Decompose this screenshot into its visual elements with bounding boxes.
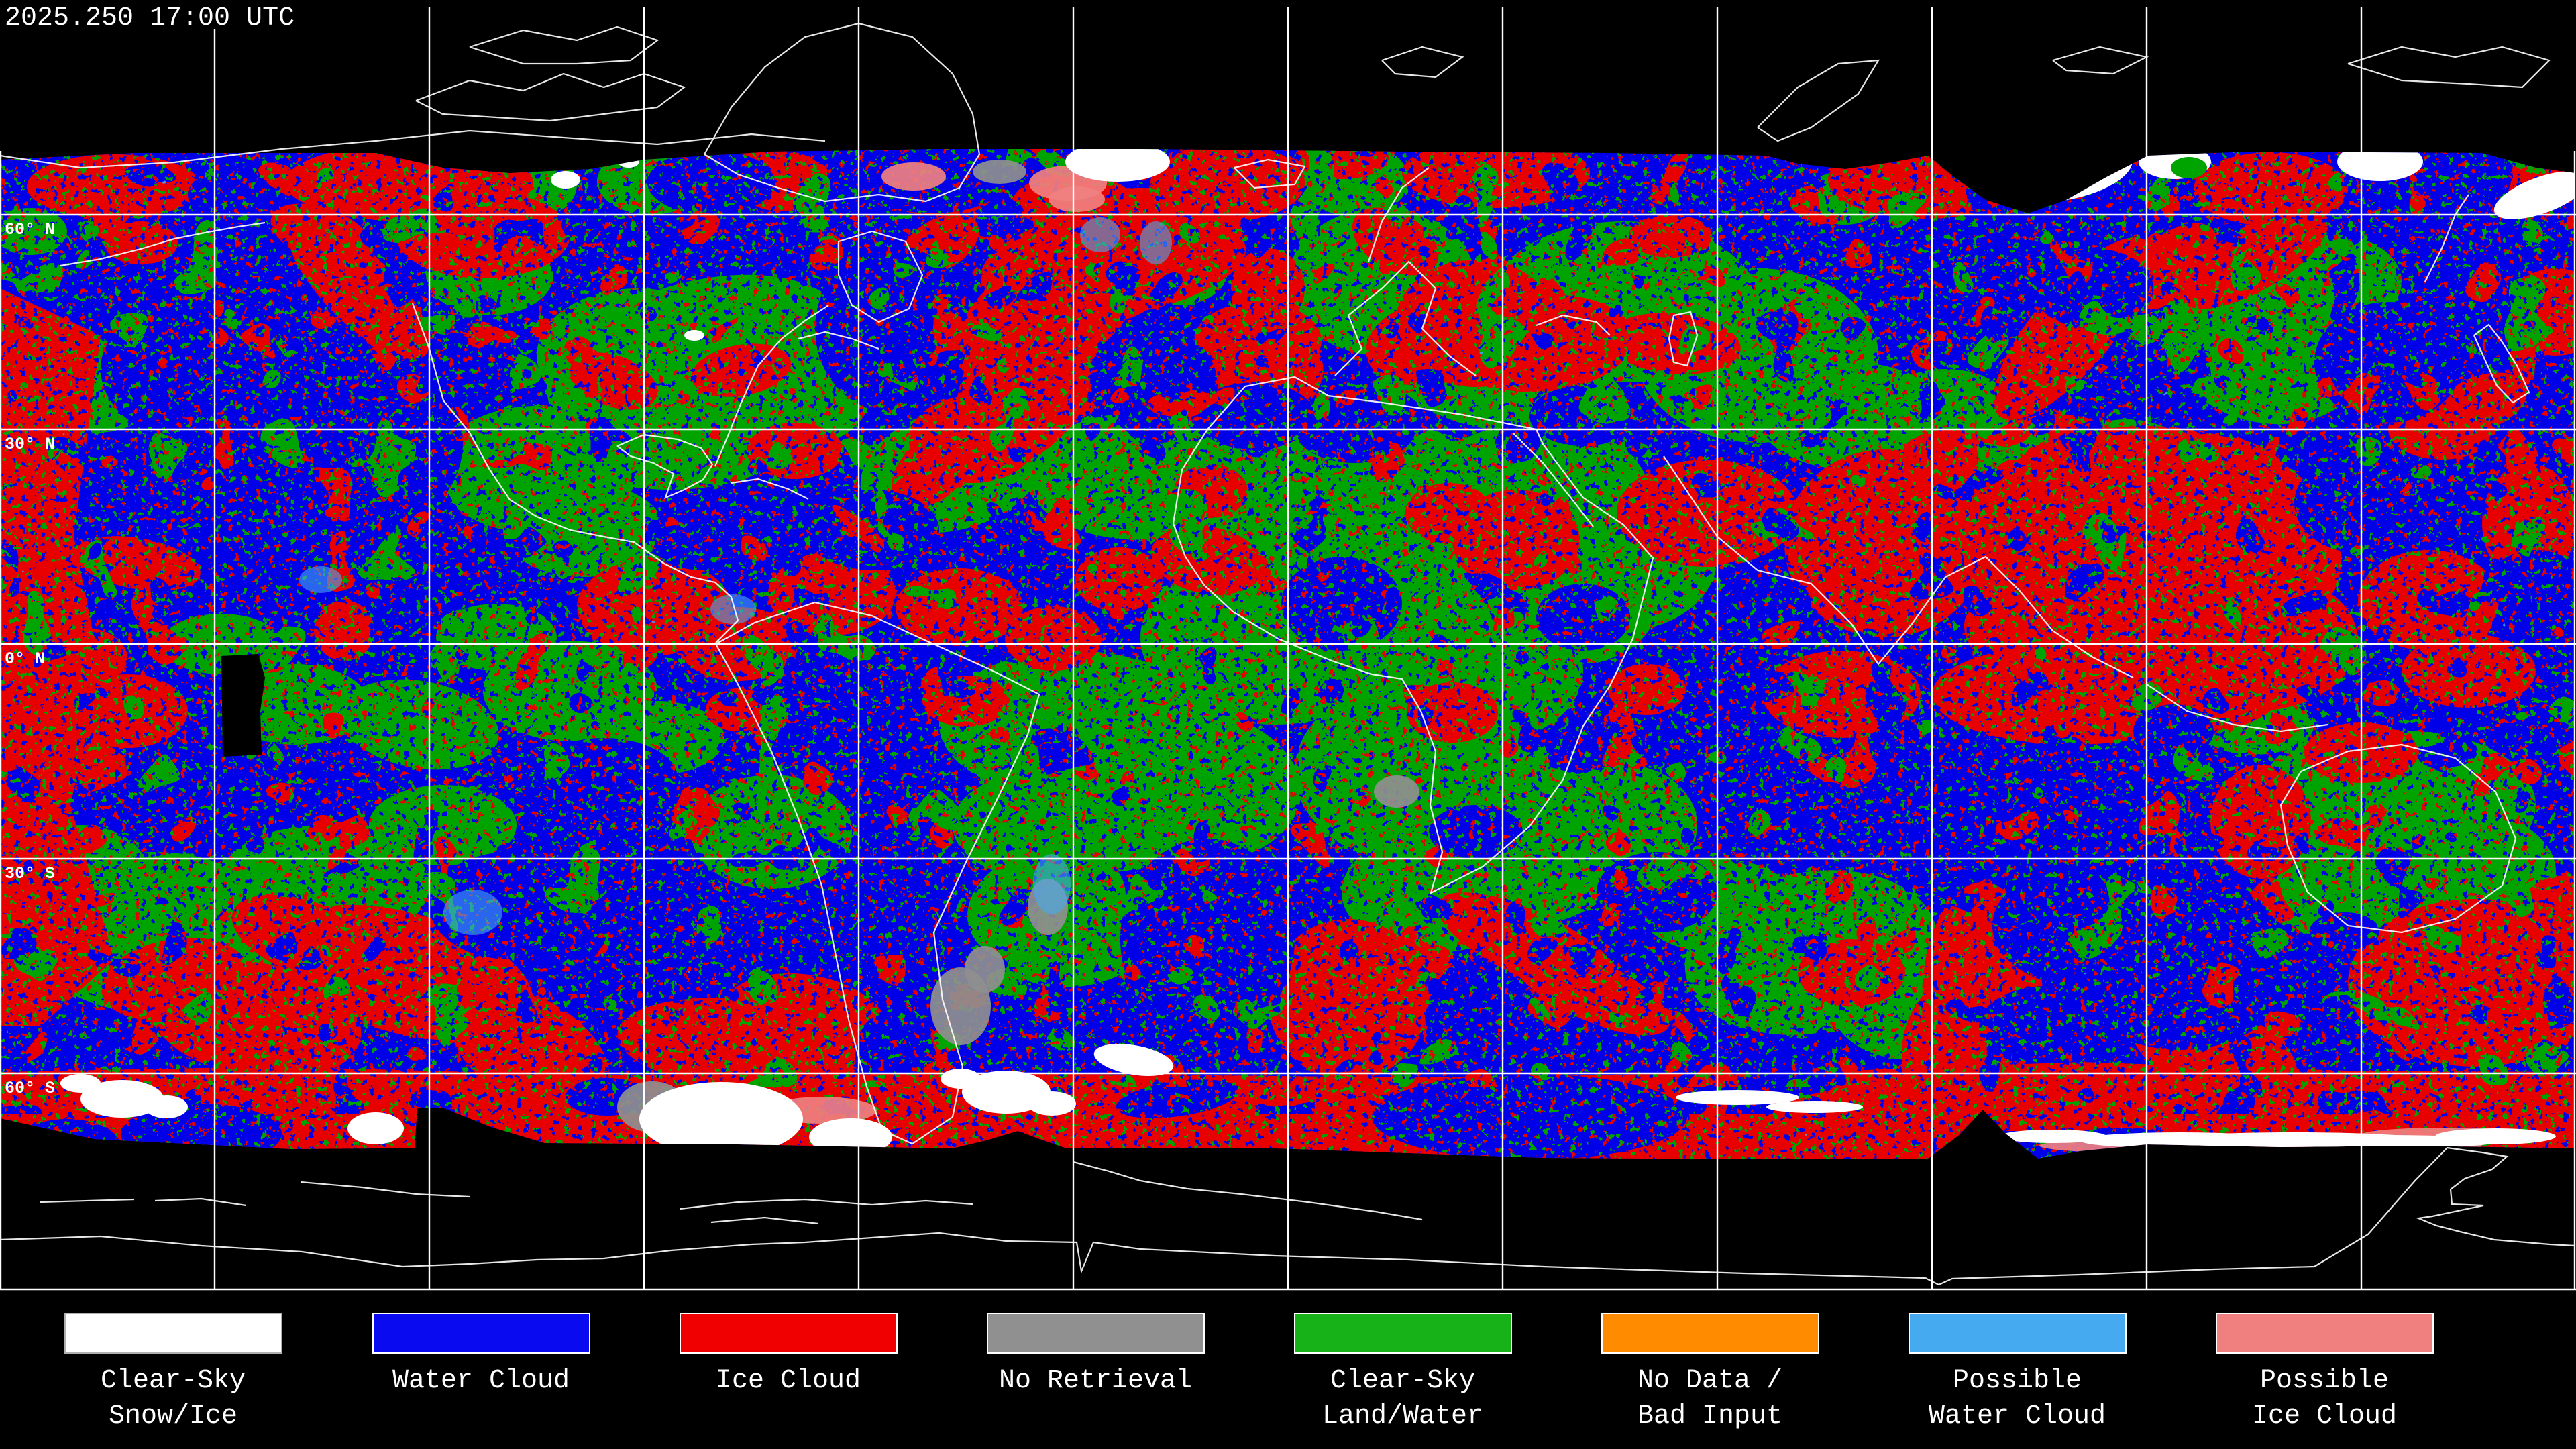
- svg-text:Land/Water: Land/Water: [1322, 1401, 1483, 1432]
- svg-text:60° N: 60° N: [5, 220, 55, 239]
- svg-text:Water Cloud: Water Cloud: [1929, 1401, 2106, 1432]
- svg-text:No Data /: No Data /: [1638, 1366, 1782, 1396]
- svg-text:Clear-Sky: Clear-Sky: [1330, 1366, 1475, 1396]
- svg-text:60° S: 60° S: [5, 1079, 55, 1098]
- svg-text:Ice Cloud: Ice Cloud: [716, 1366, 861, 1396]
- svg-text:Clear-Sky: Clear-Sky: [101, 1366, 246, 1396]
- svg-text:Water Cloud: Water Cloud: [392, 1366, 570, 1396]
- svg-text:2025.250 17:00 UTC: 2025.250 17:00 UTC: [5, 3, 294, 34]
- svg-text:No Retrieval: No Retrieval: [999, 1366, 1192, 1396]
- svg-text:Bad Input: Bad Input: [1638, 1401, 1782, 1432]
- svg-text:Snow/Ice: Snow/Ice: [109, 1401, 237, 1432]
- svg-text:30° S: 30° S: [5, 864, 55, 883]
- svg-text:30° N: 30° N: [5, 435, 55, 454]
- svg-text:Ice Cloud: Ice Cloud: [2252, 1401, 2397, 1432]
- svg-text:Possible: Possible: [1953, 1366, 2082, 1396]
- svg-text:0° N: 0° N: [5, 649, 45, 669]
- svg-text:Possible: Possible: [2260, 1366, 2389, 1396]
